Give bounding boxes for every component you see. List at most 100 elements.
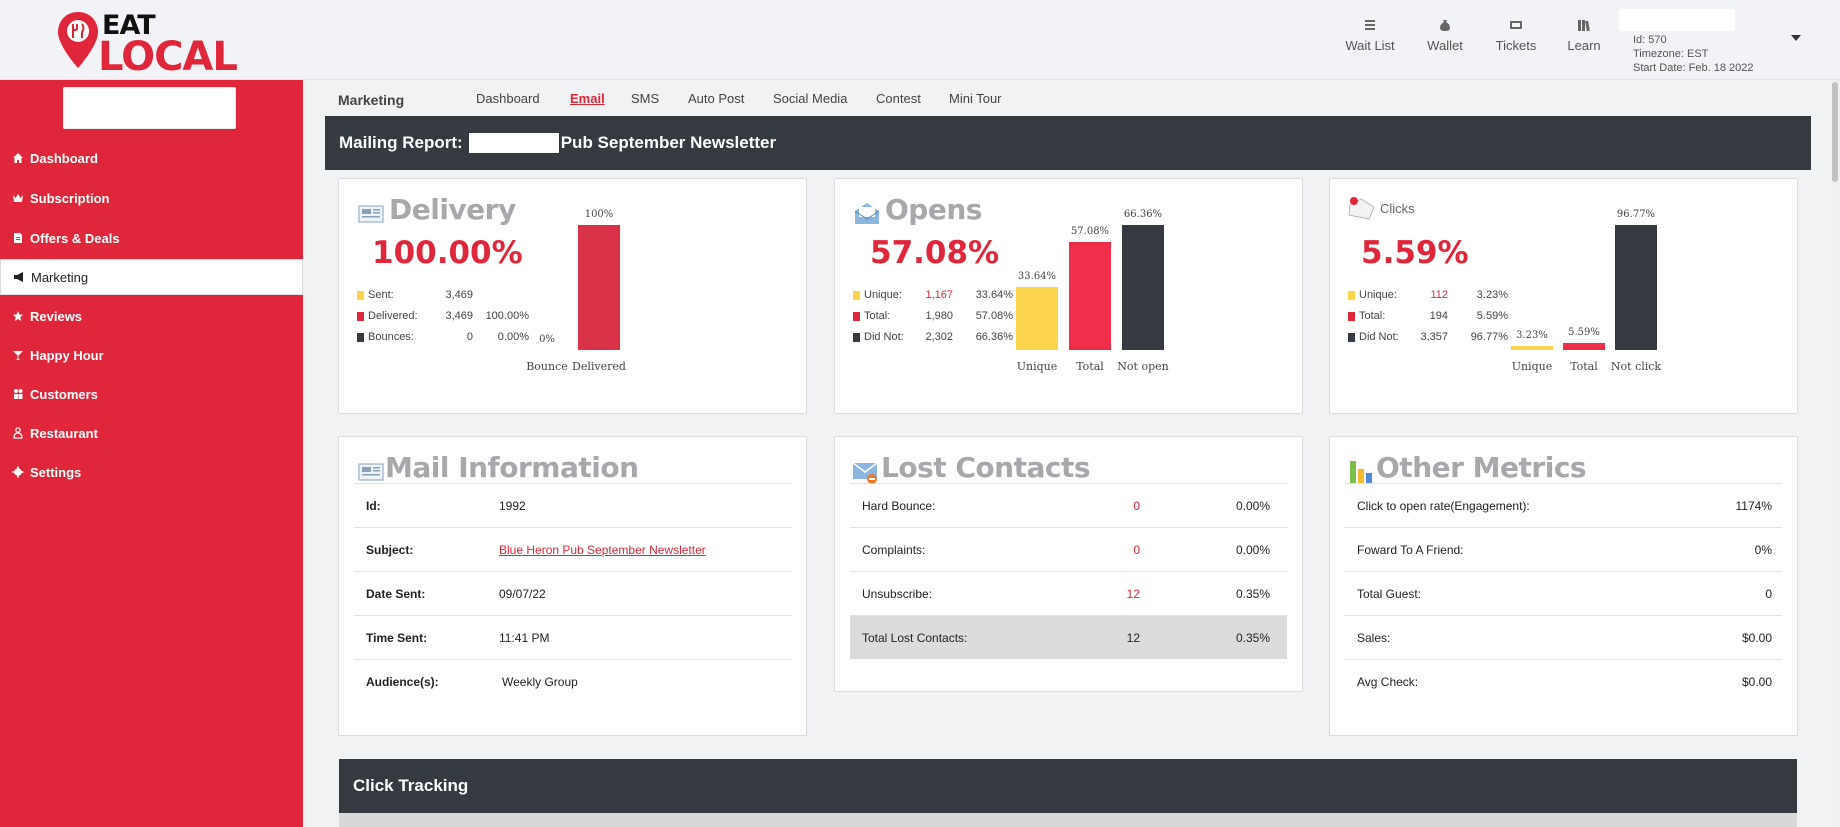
info-value: 09/07/22 [499, 587, 546, 601]
bar-category-label: Bounce [526, 360, 568, 373]
subject-link[interactable]: Blue Heron Pub September Newsletter [499, 543, 706, 557]
bar-delivered [578, 225, 620, 350]
mailing-report-banner: Mailing Report: Pub September Newsletter [325, 116, 1811, 170]
info-percent: 0.00% [1235, 543, 1270, 557]
sidebar-item-offers-deals[interactable]: Offers & Deals [0, 220, 303, 256]
sidebar-item-label: Customers [30, 386, 98, 402]
info-count: 12 [1126, 631, 1140, 645]
sidebar-item-label: Reviews [30, 308, 83, 324]
scrollbar-thumb[interactable] [1832, 82, 1838, 182]
delivery-sent-row: Sent: 3,469 [357, 289, 537, 301]
bar-category-label: Not open [1117, 360, 1169, 373]
info-key: Id: [366, 499, 381, 513]
tab-auto-post[interactable]: Auto Post [688, 91, 745, 106]
info-count[interactable]: 0 [1133, 499, 1140, 513]
open-envelope-icon [854, 203, 880, 224]
info-key: Subject: [366, 543, 414, 557]
nav-wallet[interactable]: Wallet [1405, 18, 1485, 53]
account-info[interactable]: Id: 570 Timezone: EST Start Date: Feb. 1… [1619, 9, 1753, 75]
info-value: Weekly Group [502, 675, 578, 689]
click-tracking-table-header [339, 813, 1797, 827]
bar-value-label: 33.64% [1017, 271, 1057, 282]
sidebar-item-label: Restaurant [30, 425, 98, 441]
sidebar-item-happy-hour[interactable]: Happy Hour [0, 337, 303, 373]
sidebar-item-label: Dashboard [30, 150, 98, 166]
delivery-bounces-row: Bounces: 0 0.00% [357, 331, 537, 343]
info-value: 0 [1765, 587, 1772, 601]
nav-wait-list-label: Wait List [1345, 38, 1395, 53]
clicks-title: Clicks [1380, 201, 1415, 216]
mail-info-id-row: Id: 1992 [354, 483, 791, 527]
sidebar-item-restaurant[interactable]: Restaurant [0, 415, 303, 451]
mail-info-date-sent-row: Date Sent: 09/07/22 [354, 571, 791, 615]
tab-sms[interactable]: SMS [631, 91, 660, 106]
tab-contest[interactable]: Contest [876, 91, 921, 106]
info-value: 1992 [499, 499, 526, 513]
info-key: Total Lost Contacts: [862, 631, 968, 645]
info-percent: 0.35% [1235, 631, 1270, 645]
newspaper-icon [358, 463, 384, 481]
clicks-unique-row: Unique: 112 3.23% [1348, 289, 1513, 301]
info-key: Complaints: [862, 543, 926, 557]
sidebar-item-customers[interactable]: Customers [0, 376, 303, 412]
star-icon [13, 311, 23, 321]
tab-dashboard[interactable]: Dashboard [476, 91, 540, 106]
info-value: $0.00 [1741, 675, 1772, 689]
bar-value-label: 57.08% [1070, 226, 1110, 237]
stat-number[interactable]: 112 [1430, 289, 1448, 301]
mailing-report-prefix: Mailing Report: [339, 133, 463, 152]
eat-local-logo[interactable]: EAT LOCAL [58, 10, 248, 80]
bar-not-open [1122, 225, 1164, 350]
tab-email[interactable]: Email [570, 91, 605, 106]
bar-category-label: Total [1076, 360, 1104, 373]
info-key: Date Sent: [366, 587, 426, 601]
stat-label: Bounces: [368, 331, 414, 343]
stat-number: 2,302 [925, 331, 953, 343]
bar-value-label: 0% [539, 334, 555, 345]
nav-wait-list[interactable]: Wait List [1330, 18, 1410, 53]
stat-number[interactable]: 1,167 [925, 289, 953, 301]
clicks-card: Clicks 5.59% Unique: 112 3.23% Total: 19… [1329, 178, 1798, 414]
sidebar-item-dashboard[interactable]: Dashboard [0, 140, 303, 176]
info-count[interactable]: 0 [1133, 543, 1140, 557]
tab-social-media[interactable]: Social Media [773, 91, 848, 106]
stat-label: Total: [1359, 310, 1386, 322]
account-timezone: Timezone: EST [1633, 48, 1709, 60]
delivery-title: Delivery [389, 193, 516, 226]
red-legend-square [357, 311, 364, 321]
sidebar-item-reviews[interactable]: Reviews [0, 298, 303, 334]
logo-eat-text: EAT [102, 10, 156, 41]
tab-mini-tour[interactable]: Mini Tour [949, 91, 1002, 106]
page-scrollbar[interactable] [1830, 80, 1840, 827]
info-count[interactable]: 12 [1126, 587, 1140, 601]
stat-label: Sent: [368, 289, 394, 301]
sidebar-item-label: Settings [30, 464, 82, 480]
sidebar-restaurant-selector[interactable] [63, 87, 236, 129]
info-value: 11:41 PM [499, 631, 550, 645]
nav-learn-label: Learn [1567, 38, 1601, 53]
info-key: Hard Bounce: [862, 499, 936, 513]
stat-label: Unique: [864, 289, 902, 301]
red-legend-square [1348, 311, 1355, 321]
bar-not-click [1615, 225, 1657, 350]
yellow-legend-square [1348, 290, 1355, 300]
sidebar-item-settings[interactable]: Settings [0, 454, 303, 490]
dark-legend-square [1348, 332, 1355, 342]
red-legend-square [853, 311, 860, 321]
mail-information-card: Mail Information Id: 1992 Subject: Blue … [338, 436, 807, 736]
stat-percent: 33.64% [975, 289, 1013, 301]
account-dropdown-caret-icon[interactable] [1791, 35, 1801, 41]
bar-chart-icon [1350, 461, 1372, 484]
clicks-total-row: Total: 194 5.59% [1348, 310, 1513, 322]
sidebar-item-subscription[interactable]: Subscription [0, 180, 303, 216]
sidebar-item-marketing[interactable]: Marketing [0, 259, 303, 295]
newspaper-icon [358, 205, 384, 223]
metric-total-guest-row: Total Guest: 0 [1345, 571, 1782, 615]
nav-learn[interactable]: Learn [1544, 18, 1624, 53]
nav-tickets[interactable]: Tickets [1476, 18, 1556, 53]
cocktail-icon [13, 351, 23, 360]
opens-unique-row: Unique: 1,167 33.64% [853, 289, 1018, 301]
stat-label: Did Not: [1359, 331, 1399, 343]
bar-total [1563, 343, 1605, 350]
redacted-restaurant-name [468, 133, 559, 153]
